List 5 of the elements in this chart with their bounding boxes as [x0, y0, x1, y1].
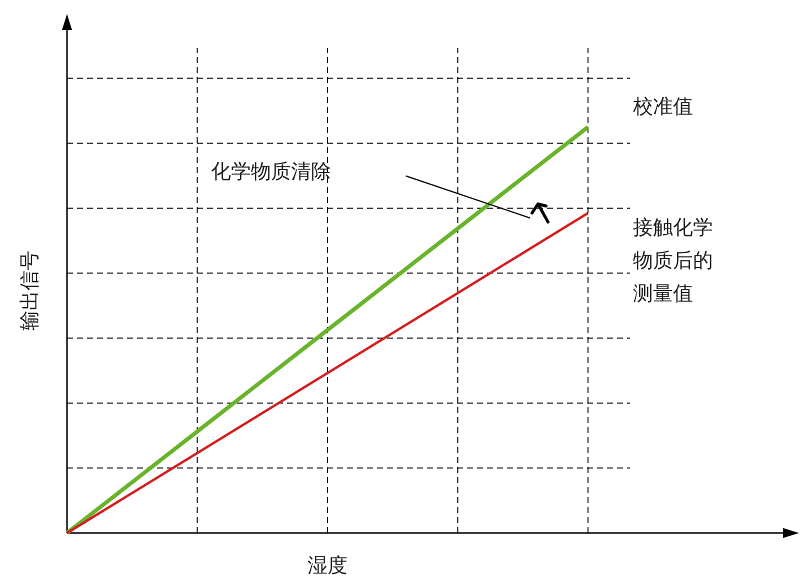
text: 接触化学物质后的测量值: [633, 215, 713, 305]
text: 校准值: [632, 94, 693, 118]
annotation: 化学物质清除: [211, 159, 331, 183]
x-axis-title: 湿度: [308, 553, 348, 577]
y-axis-title: 输出信号: [17, 250, 41, 330]
